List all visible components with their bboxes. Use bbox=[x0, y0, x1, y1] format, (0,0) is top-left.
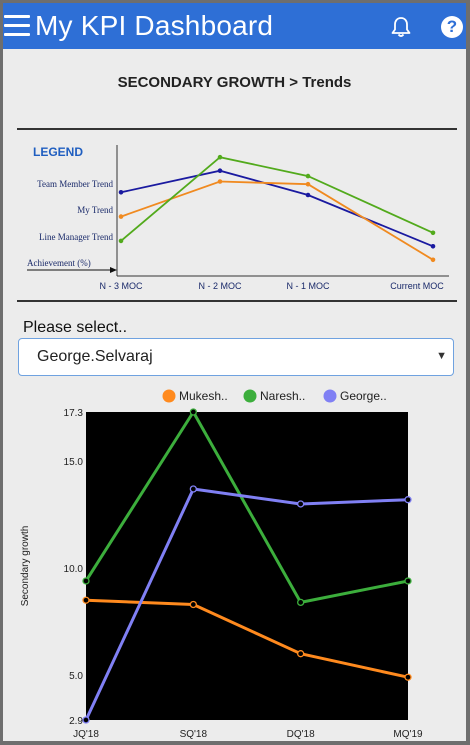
series-legend-label: Naresh.. bbox=[260, 389, 305, 403]
achievement-label: Achievement (%) bbox=[27, 258, 91, 268]
data-point[interactable] bbox=[82, 577, 90, 585]
legend-trend-point bbox=[305, 181, 311, 187]
phone-screen: My KPI Dashboard ? SECONDARY GROWTH > Tr… bbox=[3, 3, 466, 741]
y-tick-label: 5.0 bbox=[69, 671, 83, 682]
data-point[interactable] bbox=[404, 673, 412, 681]
legend-trend-point bbox=[118, 214, 124, 219]
y-tick-label: 17.3 bbox=[64, 408, 84, 419]
legend-x-label: Current MOC bbox=[390, 281, 444, 291]
data-point[interactable] bbox=[297, 598, 305, 607]
data-point[interactable] bbox=[189, 408, 197, 416]
series-line bbox=[84, 487, 409, 721]
data-point[interactable] bbox=[297, 500, 305, 508]
legend-trend-panel: LEGEND Team Member Trend My Trend Line Man… bbox=[27, 145, 449, 291]
legend-trend-point bbox=[430, 257, 436, 263]
legend-item-label: Team Member Trend bbox=[37, 179, 113, 189]
legend-trend-point bbox=[430, 244, 436, 249]
plot-area bbox=[86, 412, 408, 720]
legend-trend-point bbox=[305, 192, 311, 198]
y-tick-label: 10.0 bbox=[64, 564, 84, 575]
x-tick-label: JQ'18 bbox=[73, 729, 99, 740]
secondary-growth-chart: Mukesh.. Naresh.. George.. 17.3 15.0 10.0 5.0… bbox=[20, 389, 423, 740]
dropdown-arrow-icon: ▼ bbox=[436, 350, 447, 362]
legend-trend-point bbox=[118, 190, 124, 195]
data-point[interactable] bbox=[189, 600, 197, 609]
legend-item-label: Line Manager Trend bbox=[39, 232, 113, 242]
legend-trend-point bbox=[217, 168, 223, 173]
legend-trend-line bbox=[120, 169, 434, 248]
app-bar: My KPI Dashboard ? bbox=[3, 3, 466, 49]
hamburger-menu-icon[interactable] bbox=[4, 12, 31, 40]
legend-trend-point bbox=[217, 179, 223, 184]
legend-heading: LEGEND bbox=[33, 145, 83, 159]
legend-x-label: N - 2 MOC bbox=[198, 281, 242, 291]
divider bbox=[17, 300, 457, 302]
legend-trend-point bbox=[305, 173, 311, 179]
divider bbox=[17, 128, 457, 130]
series-legend-swatch bbox=[162, 389, 176, 403]
notification-bell-icon[interactable] bbox=[389, 15, 413, 39]
data-point[interactable] bbox=[82, 596, 90, 604]
x-tick-label: DQ'18 bbox=[287, 729, 315, 740]
series-legend-swatch bbox=[243, 389, 257, 403]
selected-member: George.Selvaraj bbox=[37, 348, 153, 365]
legend-x-label: N - 3 MOC bbox=[99, 281, 143, 291]
member-select[interactable]: George.Selvaraj ▼ bbox=[18, 338, 454, 376]
help-icon[interactable]: ? bbox=[441, 16, 463, 38]
y-tick-label: 2.9 bbox=[69, 716, 83, 727]
legend-trend-point bbox=[217, 154, 223, 160]
select-prompt: Please select.. bbox=[23, 319, 128, 336]
legend-trend-line bbox=[120, 156, 434, 242]
legend-trend-point bbox=[118, 238, 124, 244]
app-title: My KPI Dashboard bbox=[35, 10, 274, 41]
y-tick-label: 15.0 bbox=[64, 457, 84, 468]
legend-x-label: N - 1 MOC bbox=[286, 281, 330, 291]
series-legend-swatch bbox=[323, 389, 337, 403]
x-tick-label: SQ'18 bbox=[180, 729, 208, 740]
data-point[interactable] bbox=[189, 485, 197, 493]
page-title: SECONDARY GROWTH > Trends bbox=[117, 74, 352, 91]
legend-trend-point bbox=[430, 230, 436, 236]
y-axis-label: Secondary growth bbox=[20, 526, 31, 607]
series-line bbox=[84, 410, 409, 604]
legend-item-label: My Trend bbox=[77, 205, 113, 215]
data-point[interactable] bbox=[404, 577, 412, 585]
series-legend-label: George.. bbox=[340, 389, 387, 403]
x-tick-label: MQ'19 bbox=[393, 729, 423, 740]
legend-trend-line bbox=[120, 180, 434, 261]
series-legend-label: Mukesh.. bbox=[179, 389, 228, 403]
data-point[interactable] bbox=[297, 650, 305, 658]
data-point[interactable] bbox=[404, 496, 412, 504]
data-point[interactable] bbox=[82, 716, 90, 724]
